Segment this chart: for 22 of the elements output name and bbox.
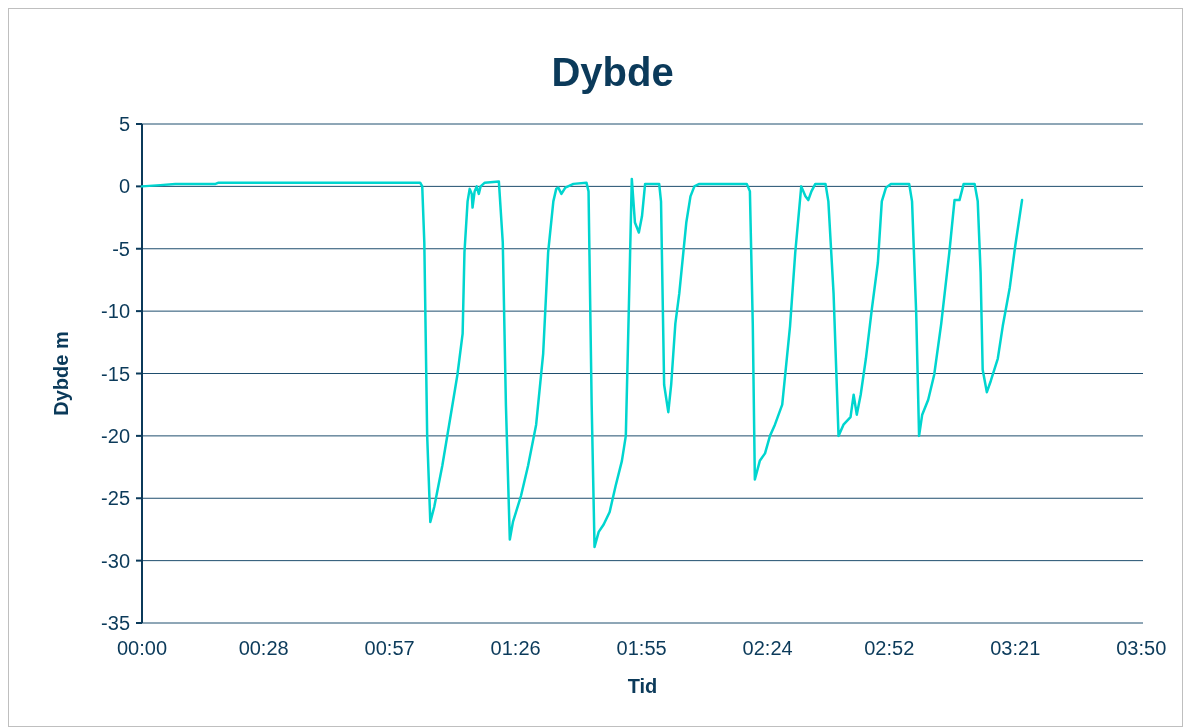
y-tick-label: -25 bbox=[101, 487, 130, 510]
x-tick-label: 02:52 bbox=[864, 637, 915, 659]
x-tick-label: 02:24 bbox=[742, 637, 793, 659]
chart-title: Dybde bbox=[551, 50, 674, 94]
x-tick-label: 00:00 bbox=[116, 637, 168, 659]
x-tick-label: 00:57 bbox=[364, 637, 415, 659]
y-tick-label: 5 bbox=[118, 113, 130, 135]
y-tick-label: -20 bbox=[101, 424, 130, 447]
x-tick-label: 03:21 bbox=[990, 637, 1041, 659]
x-tick-label: 01:55 bbox=[616, 637, 667, 659]
x-tick-label: 00:28 bbox=[238, 637, 289, 659]
y-axis-title: Dybde m bbox=[50, 331, 72, 416]
y-tick-label: -35 bbox=[101, 612, 130, 634]
line-series bbox=[140, 177, 1024, 549]
y-tick-label: -15 bbox=[101, 362, 130, 385]
y-tick-label: 0 bbox=[118, 175, 130, 198]
x-tick-label: 03:50 bbox=[1116, 637, 1167, 659]
x-axis-title: Tid bbox=[627, 675, 658, 697]
y-tick-label: -10 bbox=[101, 300, 130, 323]
x-tick-label: 01:26 bbox=[490, 637, 541, 659]
y-tick-label: -5 bbox=[112, 237, 130, 260]
y-tick-label: -30 bbox=[101, 549, 130, 572]
